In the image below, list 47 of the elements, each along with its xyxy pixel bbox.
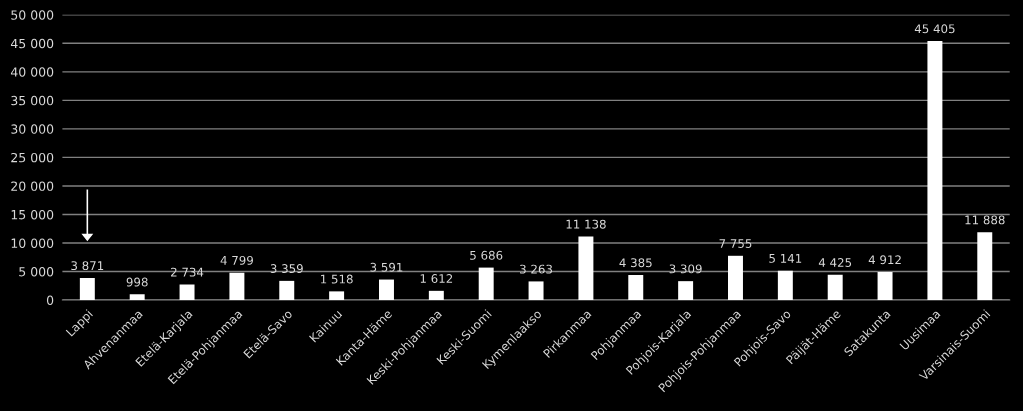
data-label: 11 888 — [965, 215, 1005, 225]
bar — [628, 275, 644, 301]
bar — [777, 270, 793, 301]
bar — [678, 281, 694, 301]
bar — [129, 294, 145, 301]
data-label: 7 755 — [719, 239, 752, 248]
bar — [79, 277, 95, 301]
data-label: 2 734 — [171, 267, 204, 277]
bar — [428, 290, 444, 301]
data-label: 1 518 — [321, 274, 353, 284]
bar — [279, 280, 295, 301]
data-label: 3 871 — [71, 261, 104, 271]
bar — [229, 272, 245, 301]
y-tick-label: 15 000 — [11, 209, 54, 220]
y-tick-label: 20 000 — [11, 181, 54, 191]
data-label: 4 799 — [220, 255, 253, 265]
y-tick-label: 30 000 — [11, 124, 54, 134]
bar — [528, 281, 544, 301]
bar — [927, 41, 943, 301]
bar — [728, 255, 743, 301]
y-tick-label: 50 000 — [11, 10, 54, 20]
data-label: 3 591 — [370, 262, 403, 272]
data-label: 4 385 — [619, 258, 652, 268]
y-tick-label: 40 000 — [10, 67, 54, 77]
bar — [478, 267, 494, 301]
data-label: 1 612 — [420, 274, 453, 283]
y-tick-label: 0 — [46, 295, 54, 305]
data-label: 998 — [126, 277, 148, 287]
data-label: 3 359 — [270, 264, 303, 274]
bar — [977, 232, 993, 301]
data-label: 4 912 — [868, 255, 901, 265]
bar — [827, 274, 843, 301]
y-tick-label: 45 000 — [10, 38, 54, 49]
y-tick-label: 25 000 — [11, 152, 54, 163]
y-tick-label: 35 000 — [11, 95, 54, 106]
y-tick-label: 10 000 — [11, 238, 54, 248]
bar — [329, 291, 345, 301]
bar — [877, 272, 893, 301]
data-label: 5 686 — [470, 250, 503, 260]
bar — [578, 236, 594, 301]
data-label: 4 425 — [818, 258, 852, 267]
bar — [179, 284, 195, 301]
data-label: 11 138 — [566, 219, 606, 229]
y-tick-label: 5 000 — [19, 266, 54, 277]
data-label: 5 141 — [769, 254, 802, 263]
data-label: 45 405 — [914, 24, 955, 34]
bar — [379, 279, 394, 301]
